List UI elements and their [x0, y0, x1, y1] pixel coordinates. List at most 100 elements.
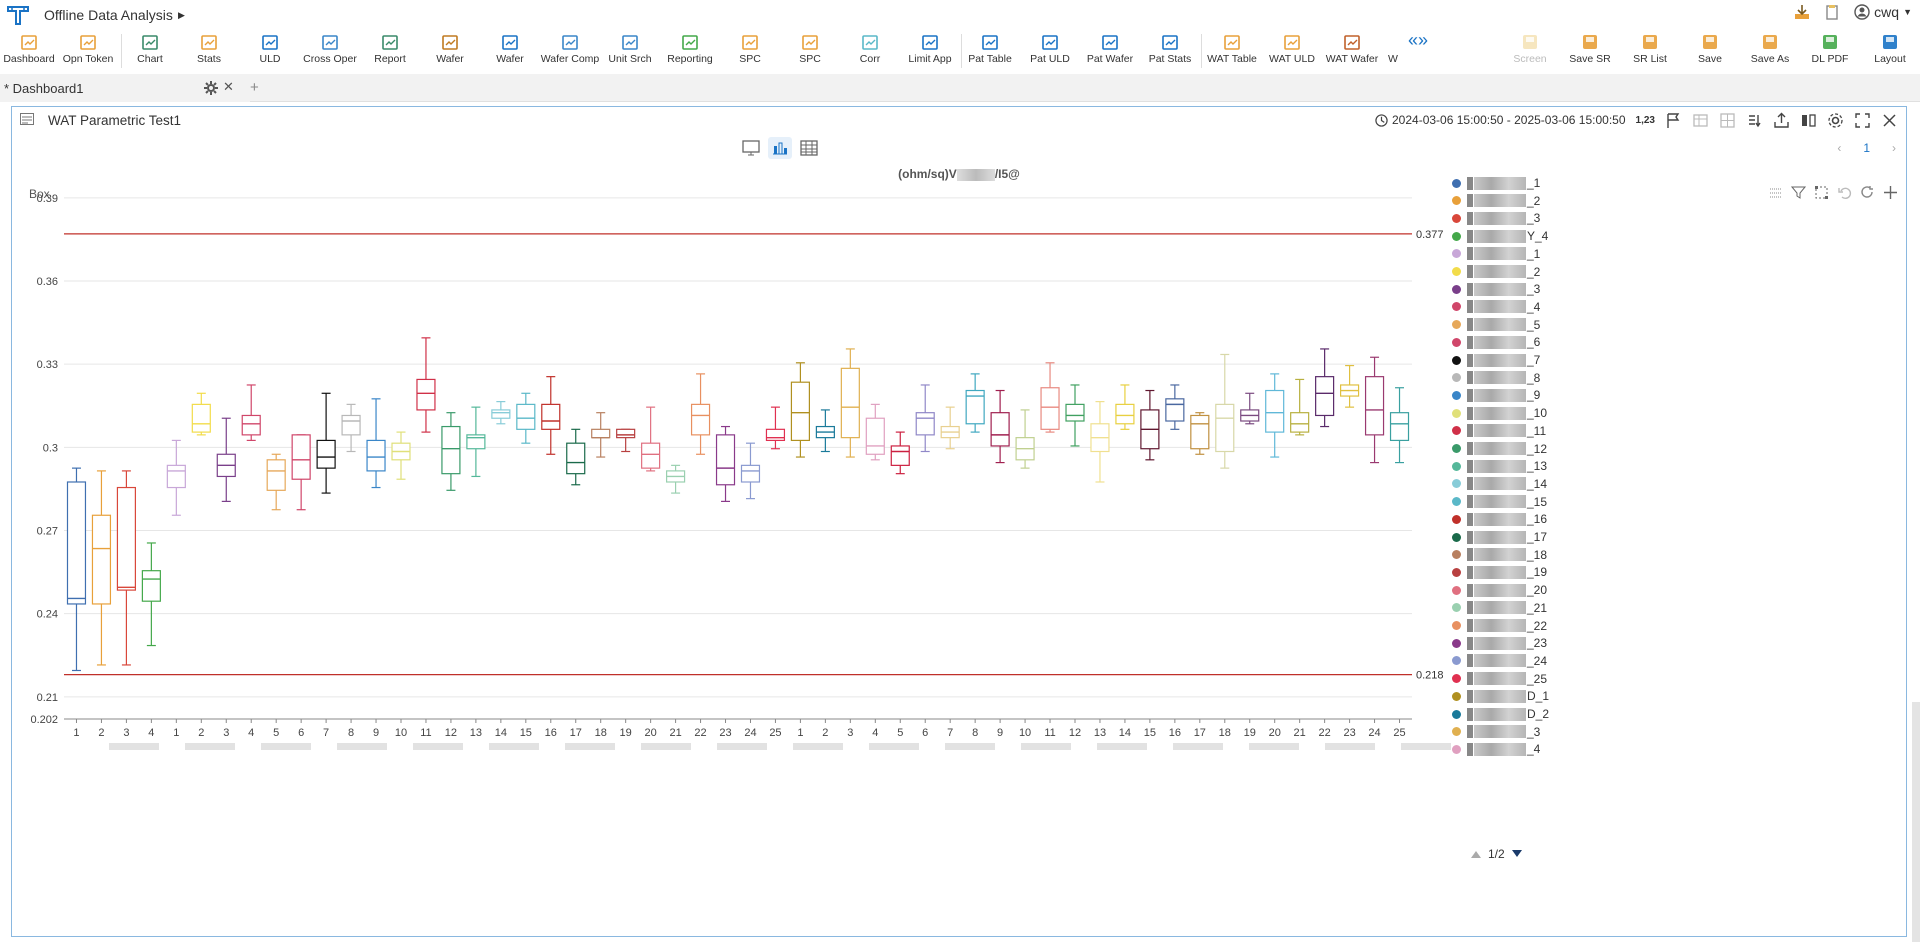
legend-item[interactable]: D_1: [1452, 688, 1549, 704]
toolbar-btn-w[interactable]: W: [1386, 30, 1400, 72]
toolbar-btn-pat-stats[interactable]: Pat Stats: [1146, 30, 1194, 72]
legend-item[interactable]: _12: [1452, 441, 1547, 457]
legend-item[interactable]: _2: [1452, 193, 1540, 209]
legend-item[interactable]: _3: [1452, 281, 1540, 297]
toolbar-btn-spc[interactable]: SPC: [795, 30, 825, 72]
legend-item[interactable]: _20: [1452, 582, 1547, 598]
toolbar-btn-corr[interactable]: Corr: [855, 30, 885, 72]
plus-icon[interactable]: [1883, 185, 1898, 200]
close-icon[interactable]: [1881, 112, 1898, 129]
user-menu[interactable]: cwq ▼: [1854, 4, 1912, 20]
toolbar-btn-save-sr[interactable]: Save SR: [1562, 30, 1618, 72]
legend-item[interactable]: _1: [1452, 175, 1540, 191]
toolbar-btn-reporting[interactable]: Reporting: [660, 30, 720, 72]
legend-next-icon[interactable]: [1511, 849, 1523, 859]
settings-icon[interactable]: [1827, 112, 1844, 129]
flag-icon[interactable]: [1665, 112, 1682, 129]
toolbar-btn-pat-wafer[interactable]: Pat Wafer: [1084, 30, 1136, 72]
toolbar-btn-wat-wafer[interactable]: WAT Wafer: [1324, 30, 1380, 72]
undo-icon[interactable]: [1837, 185, 1852, 200]
legend-item[interactable]: _22: [1452, 618, 1547, 634]
toolbar-btn-wafer-comp[interactable]: Wafer Comp: [539, 30, 601, 72]
toolbar-btn-dashboard[interactable]: Dashboard: [3, 30, 55, 72]
legend-item[interactable]: _4: [1452, 741, 1540, 757]
legend-item[interactable]: _3: [1452, 210, 1540, 226]
legend-item[interactable]: _15: [1452, 494, 1547, 510]
toolbar-btn-wafer[interactable]: Wafer: [430, 30, 470, 72]
zoom-region-icon[interactable]: [1814, 185, 1829, 200]
number-format-button[interactable]: 1,23: [1635, 114, 1655, 126]
legend-item[interactable]: _21: [1452, 600, 1547, 616]
date-range[interactable]: 2024-03-06 15:00:50 - 2025-03-06 15:00:5…: [1375, 113, 1626, 127]
page-number[interactable]: 1: [1863, 141, 1870, 155]
app-title[interactable]: Offline Data Analysis: [44, 7, 173, 23]
export-icon[interactable]: [1773, 112, 1790, 129]
legend-item[interactable]: _10: [1452, 405, 1547, 421]
legend-item[interactable]: _11: [1452, 423, 1546, 439]
toolbar-btn-wat-table[interactable]: WAT Table: [1204, 30, 1260, 72]
legend-item[interactable]: _19: [1452, 564, 1547, 580]
toolbar-btn-uld[interactable]: ULD: [250, 30, 290, 72]
legend-item[interactable]: _23: [1452, 635, 1547, 651]
select-icon[interactable]: [1768, 185, 1783, 200]
toolbar-btn-wat-uld[interactable]: WAT ULD: [1266, 30, 1318, 72]
prev-page-icon[interactable]: ‹: [1837, 141, 1842, 155]
toolbar-btn-unit-srch[interactable]: Unit Srch: [605, 30, 655, 72]
toolbar-btn-wafer[interactable]: Wafer: [490, 30, 530, 72]
toolbar-btn-chart[interactable]: Chart: [130, 30, 170, 72]
toolbar-btn-dl-pdf[interactable]: DL PDF: [1802, 30, 1858, 72]
view-monitor-button[interactable]: [739, 137, 763, 159]
sort-icon[interactable]: [1746, 112, 1763, 129]
legend-item[interactable]: _18: [1452, 547, 1547, 563]
legend-item[interactable]: _2: [1452, 264, 1540, 280]
view-chart-button[interactable]: [768, 137, 792, 159]
toolbar-btn-pat-table[interactable]: Pat Table: [965, 30, 1015, 72]
box-iqr: [840, 367, 860, 439]
clipboard-icon[interactable]: [1824, 4, 1840, 20]
fullscreen-icon[interactable]: [1854, 112, 1871, 129]
toolbar-btn-report[interactable]: Report: [368, 30, 412, 72]
toolbar-btn-layout[interactable]: Layout: [1862, 30, 1918, 72]
legend-item[interactable]: _6: [1452, 334, 1540, 350]
tab-close-icon[interactable]: ✕: [223, 79, 234, 94]
toolbar-btn-save[interactable]: Save: [1682, 30, 1738, 72]
reset-icon[interactable]: [1860, 185, 1875, 200]
gear-icon[interactable]: [203, 80, 219, 96]
toolbar-btn-screen[interactable]: Screen: [1502, 30, 1558, 72]
legend-item[interactable]: _8: [1452, 370, 1540, 386]
legend-item[interactable]: _1: [1452, 246, 1540, 262]
legend-item[interactable]: _25: [1452, 671, 1547, 687]
legend-item[interactable]: _17: [1452, 529, 1547, 545]
toolbar-scroll-icon[interactable]: «»: [1407, 30, 1429, 50]
legend-item[interactable]: _4: [1452, 299, 1540, 315]
next-page-icon[interactable]: ›: [1892, 141, 1896, 155]
legend-item[interactable]: _5: [1452, 317, 1540, 333]
legend-item[interactable]: _3: [1452, 724, 1540, 740]
toolbar-btn-spc[interactable]: SPC: [735, 30, 765, 72]
legend-item[interactable]: _9: [1452, 387, 1540, 403]
add-tab-icon[interactable]: +: [250, 79, 259, 96]
toolbar-btn-stats[interactable]: Stats: [189, 30, 229, 72]
filter-icon[interactable]: [1791, 185, 1806, 200]
toolbar-btn-cross-oper[interactable]: Cross Oper: [299, 30, 361, 72]
download-icon[interactable]: [1794, 4, 1810, 20]
toolbar-btn-sr-list[interactable]: SR List: [1622, 30, 1678, 72]
toolbar-btn-opn-token[interactable]: Opn Token: [60, 30, 116, 72]
legend-prev-icon[interactable]: [1470, 849, 1482, 859]
legend-item[interactable]: Y_4: [1452, 228, 1548, 244]
toolbar-btn-save-as[interactable]: Save As: [1742, 30, 1798, 72]
legend-item[interactable]: _13: [1452, 458, 1547, 474]
toolbar-btn-pat-uld[interactable]: Pat ULD: [1028, 30, 1072, 72]
compare-icon[interactable]: [1800, 112, 1817, 129]
legend-item[interactable]: _7: [1452, 352, 1540, 368]
view-table-button[interactable]: [797, 137, 821, 159]
legend-item[interactable]: _24: [1452, 653, 1547, 669]
caret-right-icon[interactable]: ▶: [178, 10, 185, 20]
table-icon[interactable]: [1692, 112, 1709, 129]
page-scrollbar[interactable]: [1912, 702, 1920, 942]
toolbar-btn-limit-app[interactable]: Limit App: [902, 30, 958, 72]
layout-icon[interactable]: [1719, 112, 1736, 129]
legend-item[interactable]: _14: [1452, 476, 1547, 492]
legend-item[interactable]: D_2: [1452, 706, 1549, 722]
legend-item[interactable]: _16: [1452, 511, 1547, 527]
